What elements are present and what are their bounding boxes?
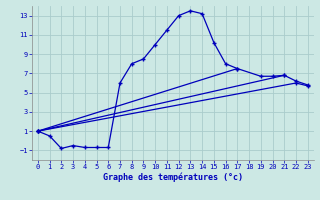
- X-axis label: Graphe des températures (°c): Graphe des températures (°c): [103, 173, 243, 182]
